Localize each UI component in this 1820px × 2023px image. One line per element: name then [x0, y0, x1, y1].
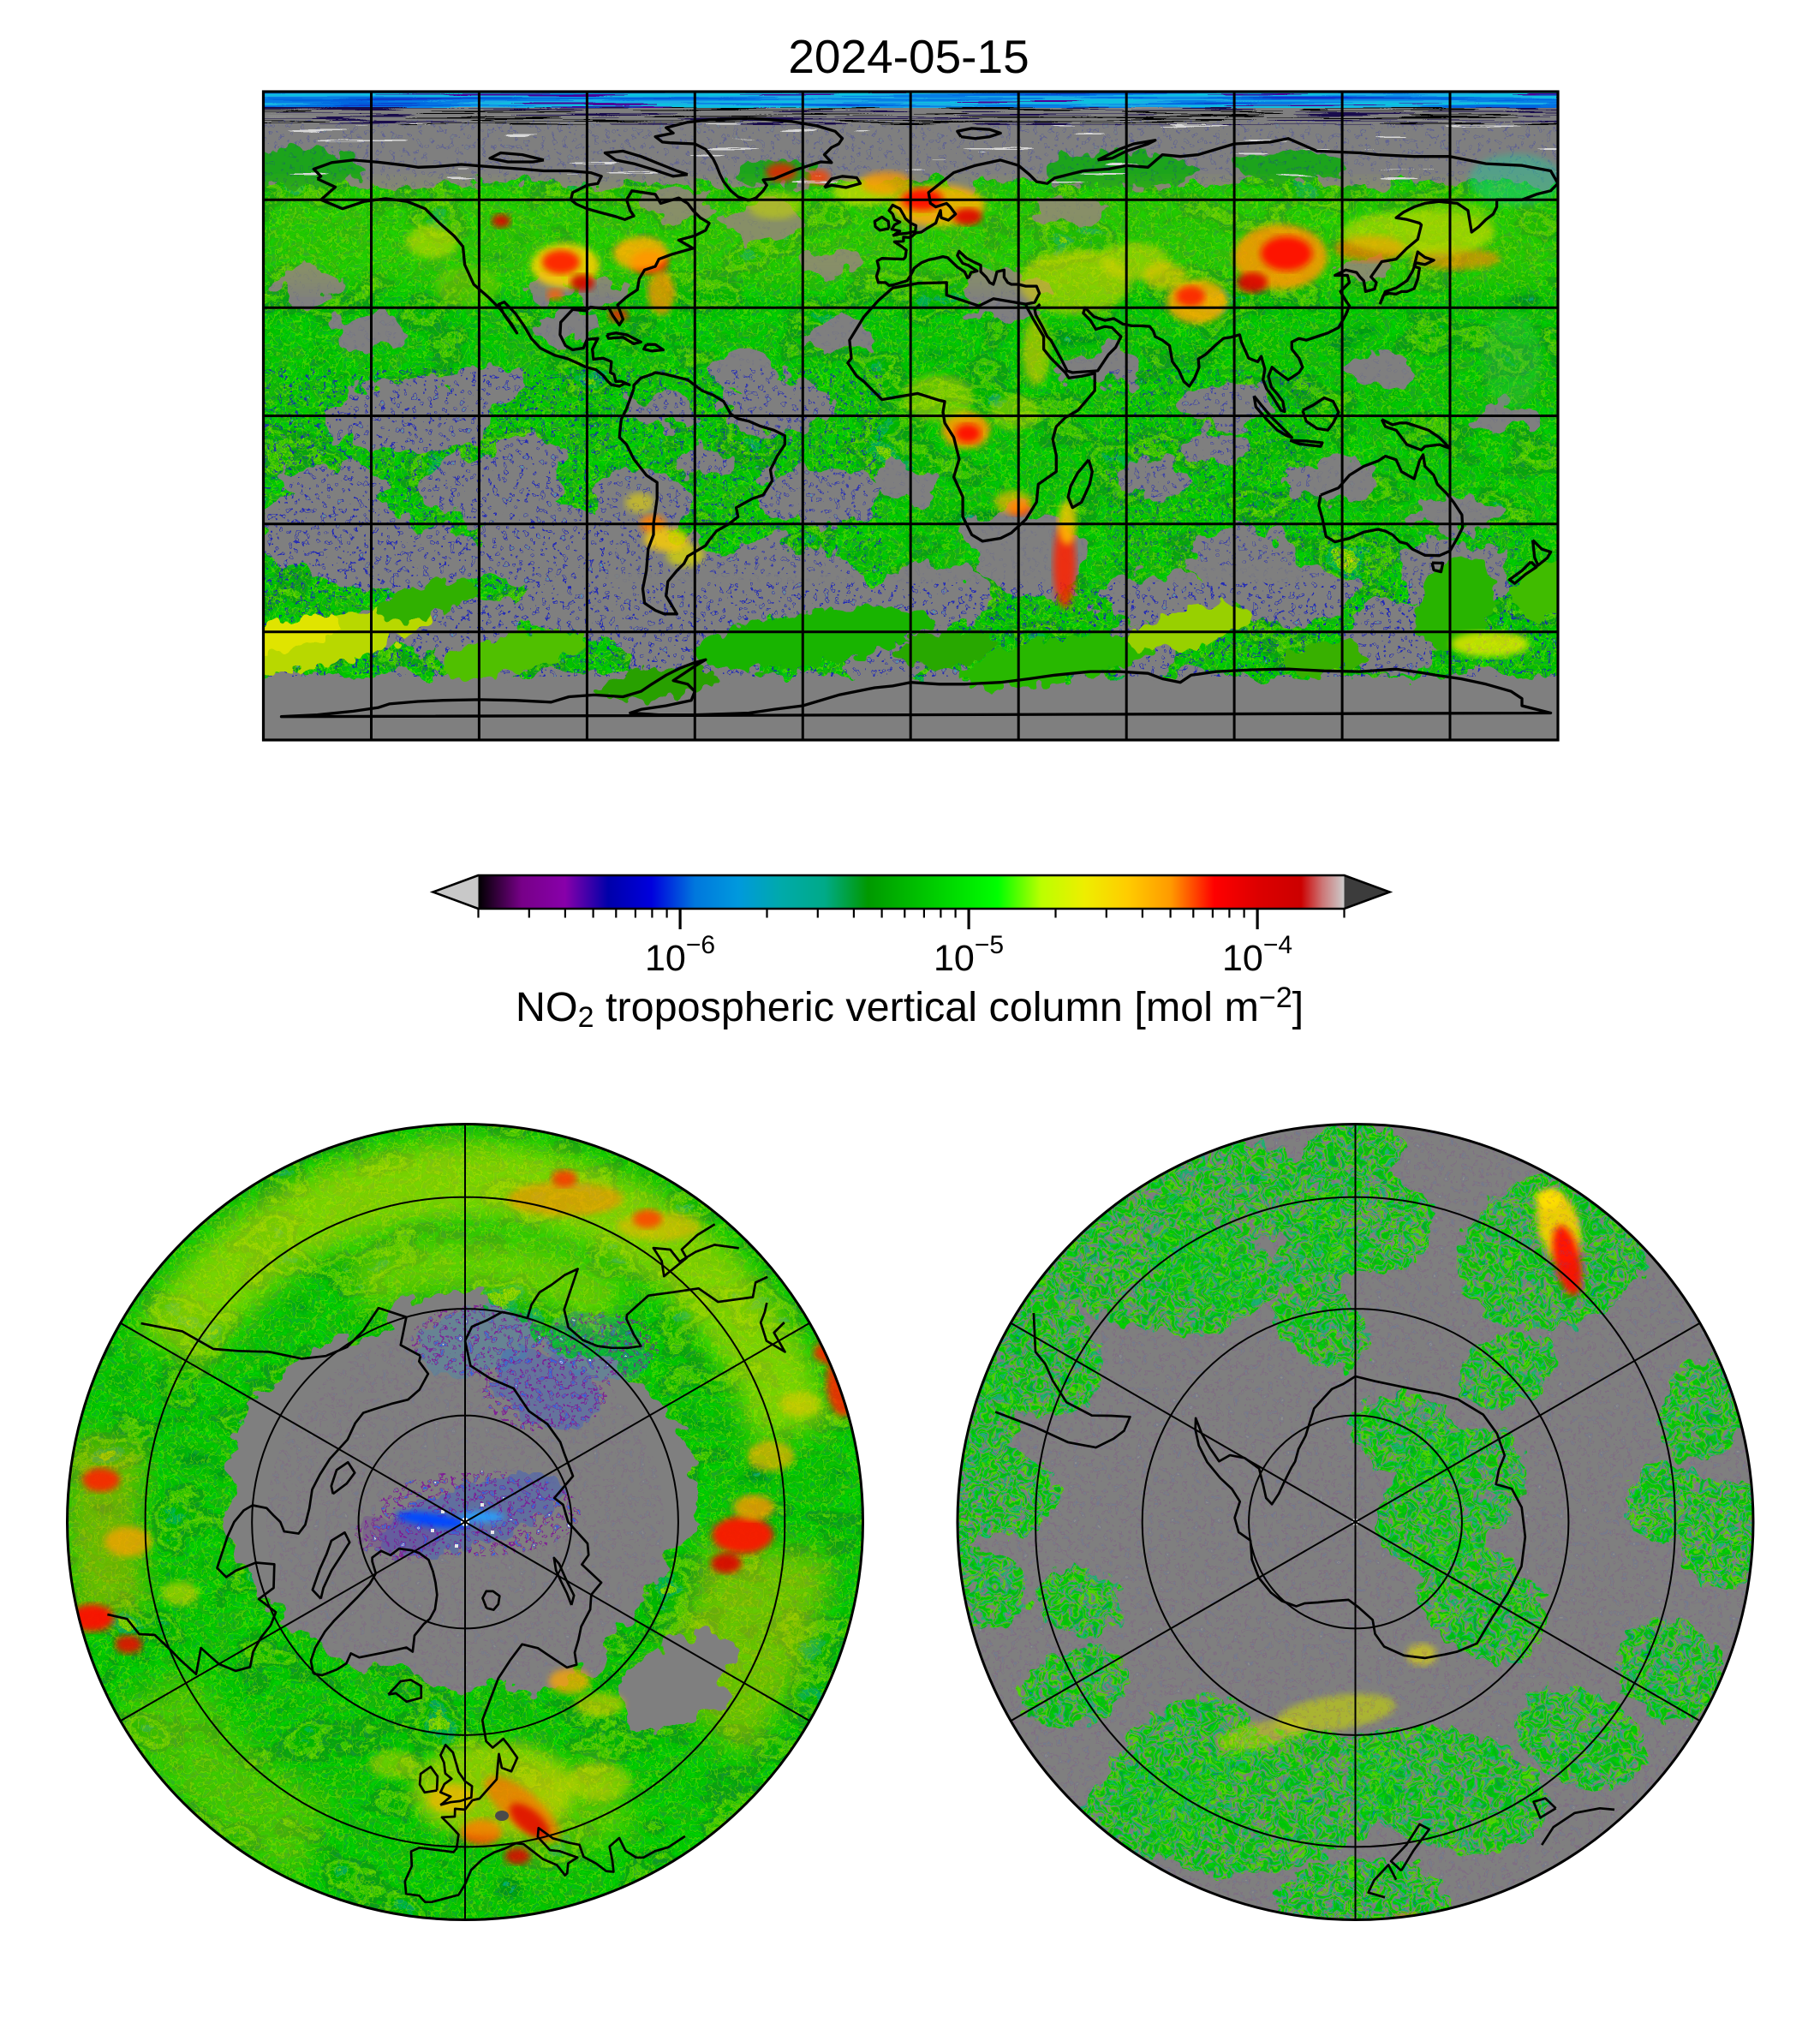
svg-text:2024-05-15: 2024-05-15 — [788, 30, 1029, 83]
svg-text:10−6: 10−6 — [645, 931, 715, 979]
svg-text:NO2 tropospheric vertical colu: NO2 tropospheric vertical column [mol m−… — [516, 982, 1304, 1034]
